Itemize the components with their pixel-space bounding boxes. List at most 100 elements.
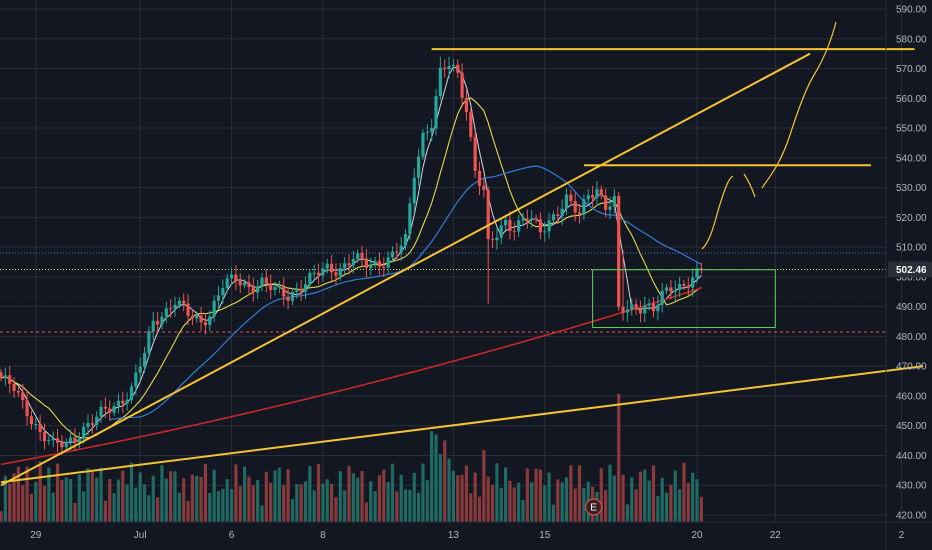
candle-body — [691, 277, 695, 288]
candle-body — [556, 214, 560, 217]
volume-bar — [504, 467, 508, 522]
candle-body — [678, 283, 682, 291]
volume-bar — [3, 475, 7, 522]
volume-bar — [512, 487, 516, 522]
candle-body — [386, 257, 390, 268]
volume-bar — [460, 474, 464, 522]
candle-body — [212, 300, 216, 317]
volume-bar — [673, 470, 677, 522]
volume-bar — [356, 477, 360, 522]
candle-body — [203, 322, 208, 326]
volume-bar — [203, 464, 208, 522]
volume-bar — [199, 476, 203, 522]
candle-body — [195, 315, 199, 319]
volume-bar — [599, 468, 603, 522]
candle-body — [225, 278, 229, 289]
candle-body — [669, 287, 673, 292]
volume-bar — [173, 471, 177, 522]
volume-bar — [351, 473, 355, 522]
volume-bar — [147, 495, 151, 522]
candle-body — [216, 295, 221, 301]
candle-body — [564, 194, 569, 209]
volume-bar — [634, 489, 638, 522]
time-tick-label: 6 — [229, 530, 235, 541]
current-price-badge-bg — [888, 261, 932, 278]
candle-body — [599, 189, 603, 196]
volume-bar — [577, 465, 582, 522]
volume-bar — [64, 477, 68, 522]
volume-bar — [82, 491, 86, 522]
volume-bar — [430, 431, 434, 522]
drawings[interactable] — [0, 21, 924, 487]
candle-body — [34, 424, 38, 426]
volume-bar — [86, 468, 90, 522]
volume-bar — [16, 466, 20, 522]
candle-body — [121, 400, 125, 404]
candle-body — [38, 424, 42, 432]
earnings-marker[interactable]: E — [585, 498, 603, 516]
volume-bar — [90, 471, 94, 522]
volume-bar — [456, 475, 460, 522]
volume-bar — [182, 478, 186, 522]
volume-bar — [530, 482, 534, 522]
volume-bar — [556, 479, 560, 522]
candle-body — [51, 438, 55, 441]
candles — [0, 56, 703, 455]
volume-bar — [377, 475, 382, 522]
volume-bar — [521, 499, 525, 522]
candle-body — [586, 195, 590, 200]
volume-bar — [164, 478, 168, 522]
volume-bar — [451, 470, 455, 522]
volume-bar — [443, 440, 447, 522]
volume-bar — [612, 475, 616, 522]
volume-bar — [269, 482, 273, 522]
trendline-drawing[interactable] — [0, 365, 924, 484]
candle-body — [573, 201, 577, 213]
candle-body — [464, 97, 469, 113]
candle-body — [695, 268, 699, 278]
candle-body — [604, 195, 608, 210]
consolidation-box[interactable] — [592, 269, 776, 328]
candle-body — [199, 315, 203, 323]
time-tick-label: 20 — [691, 530, 703, 541]
candle-body — [173, 304, 177, 309]
volume-bar — [303, 481, 308, 522]
candle-body — [425, 131, 429, 133]
candle-body — [77, 438, 81, 442]
candle-body — [451, 64, 455, 66]
price-tick-label: 560.00 — [896, 94, 927, 105]
candle-body — [495, 237, 499, 241]
volume-bar — [464, 465, 469, 522]
volume-bar — [138, 472, 142, 522]
projection-sketch[interactable] — [701, 21, 837, 250]
candle-body — [169, 308, 173, 310]
price-tick-label: 440.00 — [896, 451, 927, 462]
candle-body — [277, 286, 281, 288]
volume-bar — [582, 487, 586, 522]
volume-bar — [473, 472, 477, 522]
volume-bar — [347, 466, 351, 522]
trendline-drawing[interactable] — [0, 52, 811, 487]
candle-body — [664, 287, 669, 291]
volume-bar — [469, 493, 473, 522]
candle-body — [316, 272, 321, 276]
candle-body — [238, 281, 242, 286]
candle-body — [125, 399, 129, 404]
price-tick-label: 530.00 — [896, 183, 927, 194]
volume-bar — [517, 482, 521, 522]
earnings-icon[interactable] — [585, 498, 603, 516]
volume-bar — [156, 497, 160, 522]
candle-body — [12, 383, 16, 392]
volume-bar — [142, 484, 147, 522]
volume-bar — [364, 502, 368, 522]
candle-body — [382, 266, 386, 268]
volume-bar — [38, 461, 42, 522]
candle-body — [151, 320, 155, 332]
candle-body — [460, 72, 464, 98]
price-tick-label: 590.00 — [896, 5, 927, 16]
candle-body — [490, 239, 495, 241]
price-tick-label: 520.00 — [896, 213, 927, 224]
candle-body — [42, 431, 47, 442]
